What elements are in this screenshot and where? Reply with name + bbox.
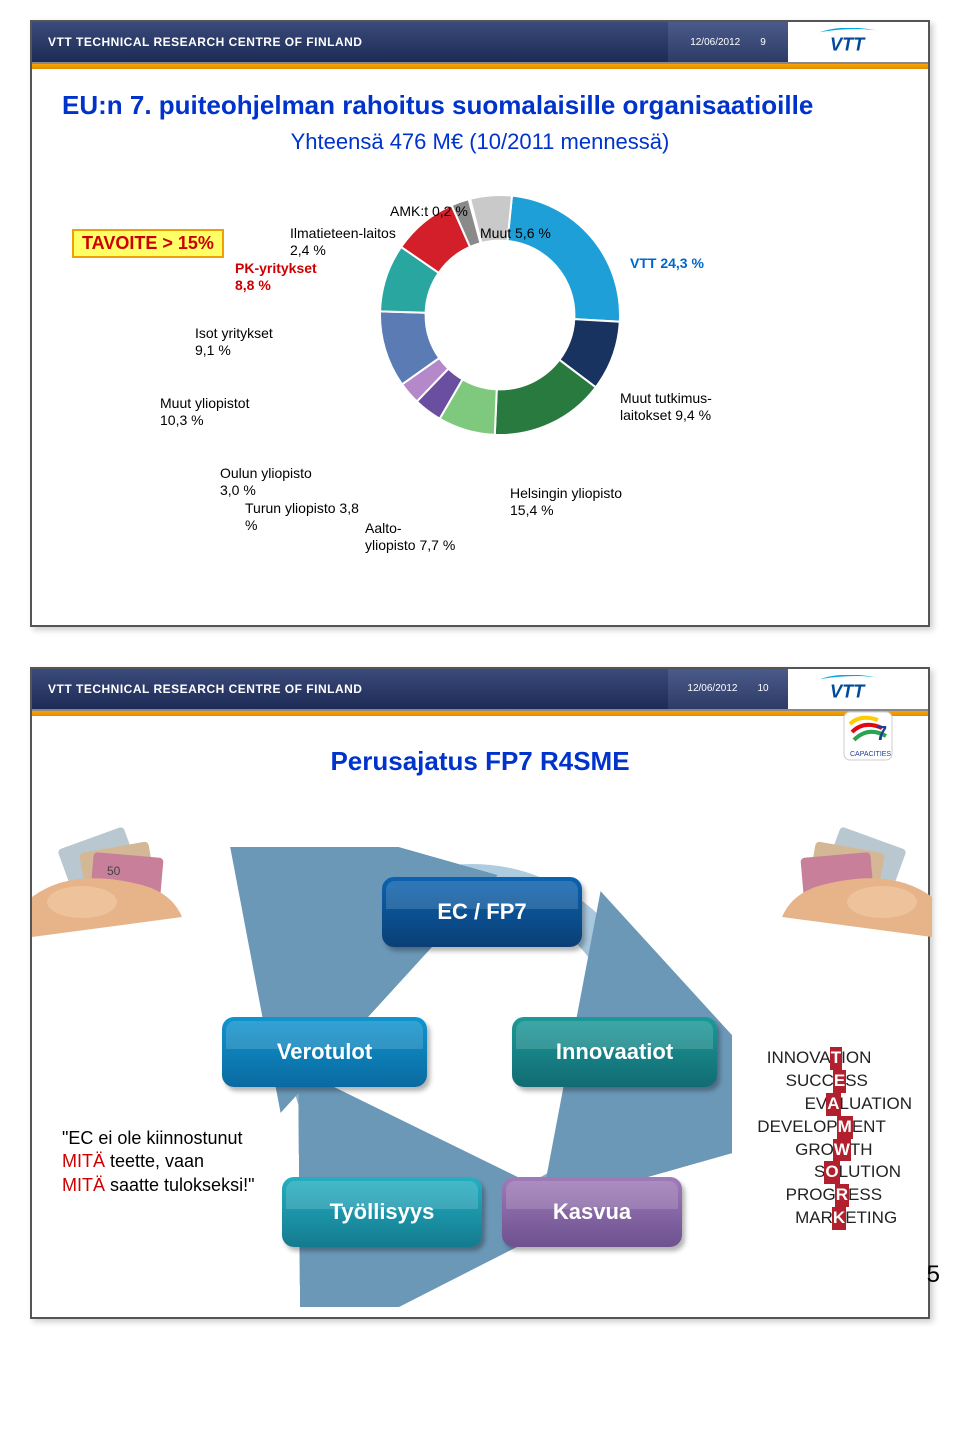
header-meta: 12/06/2012 10 [668, 669, 788, 709]
hand-money-left-icon: 50 [32, 827, 212, 927]
cycle-diagram: 50 [52, 787, 912, 1287]
slide-2: VTT TECHNICAL RESEARCH CENTRE OF FINLAND… [30, 667, 930, 1319]
cycle-node-tyo: Työllisyys [282, 1177, 482, 1247]
donut-label: Turun yliopisto 3,8% [245, 500, 359, 534]
slide2-title: Perusajatus FP7 R4SME [52, 746, 908, 777]
quote-mita1: MITÄ [62, 1151, 105, 1171]
svg-text:7: 7 [876, 723, 887, 745]
svg-text:CAPACITIES: CAPACITIES [850, 751, 891, 758]
donut-chart: VTT 24,3 % Muut tutkimus-laitokset 9,4 % H… [90, 175, 870, 595]
slide-number: 10 [757, 683, 768, 694]
wordlist-row: INNOVATION [757, 1047, 912, 1070]
wordlist-row: SOLUTION [757, 1161, 912, 1184]
header-meta: 12/06/2012 9 [668, 22, 788, 62]
donut-label: Helsingin yliopisto15,4 % [510, 485, 622, 519]
vtt-logo-icon: VTT [803, 675, 913, 703]
svg-text:VTT: VTT [830, 681, 866, 701]
slide1-body: EU:n 7. puiteohjelman rahoitus suomalais… [32, 69, 928, 625]
vtt-logo-icon: VTT [803, 28, 913, 56]
donut-svg [370, 185, 630, 445]
hand-money-right-icon [752, 827, 932, 927]
wordlist-row: SUCCESS [757, 1070, 912, 1093]
header-date: 12/06/2012 [690, 37, 740, 48]
wordlist-row: GROWTH [757, 1139, 912, 1162]
wordlist-row: DEVELOPMENT [757, 1116, 912, 1139]
svg-text:50: 50 [107, 864, 121, 878]
donut-label: Muut 5,6 % [480, 225, 551, 242]
donut-label: Muut yliopistot10,3 % [160, 395, 249, 429]
svg-text:VTT: VTT [830, 34, 866, 54]
teamwork-wordlist: INNOVATION SUCCESS EVALUATIONDEVELOPMENT… [757, 1047, 912, 1231]
cycle-node-vero: Verotulot [222, 1017, 427, 1087]
header-org: VTT TECHNICAL RESEARCH CENTRE OF FINLAND [32, 22, 668, 62]
quote-line1: "EC ei ole kiinnostunut [62, 1128, 243, 1148]
header-org: VTT TECHNICAL RESEARCH CENTRE OF FINLAND [32, 669, 668, 709]
wordlist-row: EVALUATION [757, 1093, 912, 1116]
slide1-subtitle: Yhteensä 476 M€ (10/2011 mennessä) [62, 129, 898, 155]
wordlist-row: MARKETING [757, 1207, 912, 1230]
header-date: 12/06/2012 [687, 683, 737, 694]
slide-header: VTT TECHNICAL RESEARCH CENTRE OF FINLAND… [32, 22, 928, 64]
donut-label: Oulun yliopisto3,0 % [220, 465, 312, 499]
donut-label: Isot yritykset9,1 % [195, 325, 273, 359]
donut-label: Ilmatieteen-laitos2,4 % [290, 225, 396, 259]
slide-header: VTT TECHNICAL RESEARCH CENTRE OF FINLAND… [32, 669, 928, 711]
slide-1: VTT TECHNICAL RESEARCH CENTRE OF FINLAND… [30, 20, 930, 627]
donut-label: AMK:t 0,2 % [390, 203, 468, 220]
quote-mita2: MITÄ [62, 1175, 105, 1195]
header-logo: VTT [788, 22, 928, 62]
cycle-node-ec: EC / FP7 [382, 877, 582, 947]
page-number: 5 [927, 1261, 940, 1289]
cycle-node-inno: Innovaatiot [512, 1017, 717, 1087]
fp7-badge-icon: 7 CAPACITIES [838, 706, 898, 766]
donut-label: PK-yritykset8,8 % [235, 260, 317, 294]
donut-label: Aalto-yliopisto 7,7 % [365, 520, 455, 554]
quote-line3rest: saatte tulokseksi!" [105, 1175, 254, 1195]
donut-label: VTT 24,3 % [630, 255, 704, 272]
quote-line2rest: teette, vaan [105, 1151, 204, 1171]
slide2-body: 7 CAPACITIES Perusajatus FP7 R4SME 50 [32, 716, 928, 1317]
slide-number: 9 [760, 37, 766, 48]
slide1-title: EU:n 7. puiteohjelman rahoitus suomalais… [62, 89, 898, 123]
cycle-node-kasvu: Kasvua [502, 1177, 682, 1247]
wordlist-row: PROGRESS [757, 1184, 912, 1207]
donut-label: Muut tutkimus-laitokset 9,4 % [620, 390, 712, 424]
quote-text: "EC ei ole kiinnostunut MITÄ teette, vaa… [62, 1127, 262, 1197]
header-logo: VTT [788, 669, 928, 709]
